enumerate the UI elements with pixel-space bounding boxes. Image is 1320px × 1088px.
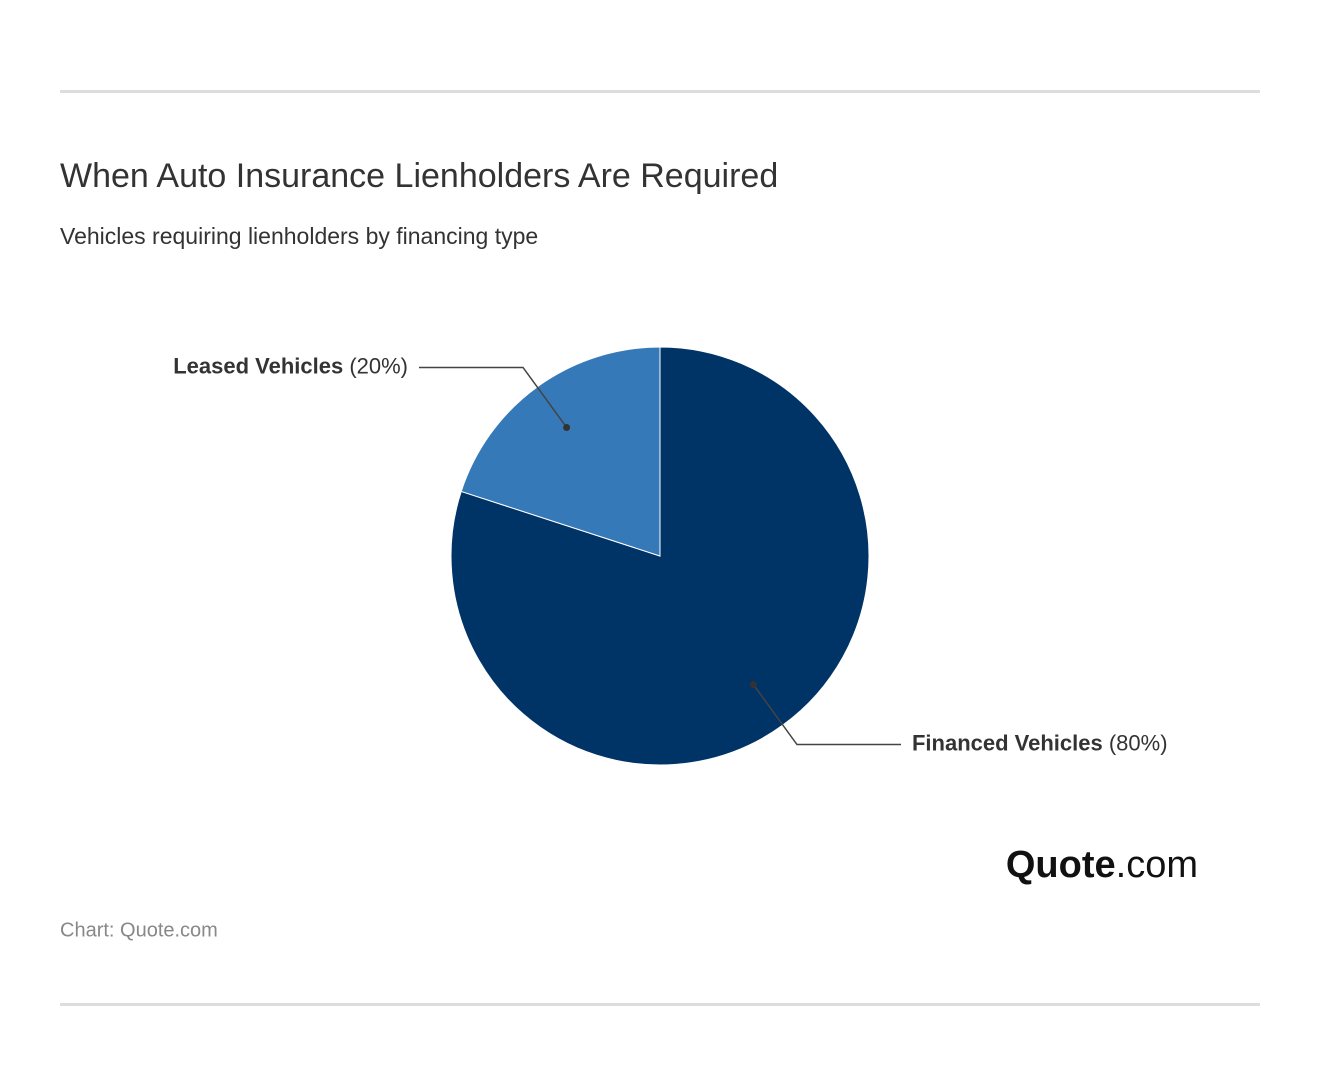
slice-value-label: (20%): [349, 353, 408, 378]
leader-dot: [563, 423, 571, 431]
chart-title: When Auto Insurance Lienholders Are Requ…: [60, 157, 778, 195]
top-rule: [60, 90, 1260, 93]
leader-line: [419, 366, 568, 428]
bottom-rule: [60, 1003, 1260, 1006]
chart-subtitle: Vehicles requiring lienholders by financ…: [60, 223, 538, 249]
slice-value-label: (80%): [1109, 730, 1168, 755]
logo-name: Quote: [1006, 844, 1116, 886]
source: Chart: Quote.com: [60, 919, 218, 941]
logo: Quote.com: [1006, 844, 1198, 886]
slice-name: Leased Vehicles: [173, 353, 343, 378]
leader-dot: [749, 681, 757, 689]
slice-label: Financed Vehicles (80%): [912, 730, 1168, 755]
leader-line: [752, 684, 901, 746]
slice-name: Financed Vehicles: [912, 730, 1103, 755]
slice-label: Leased Vehicles (20%): [173, 353, 408, 378]
logo-suffix: .com: [1116, 844, 1198, 886]
